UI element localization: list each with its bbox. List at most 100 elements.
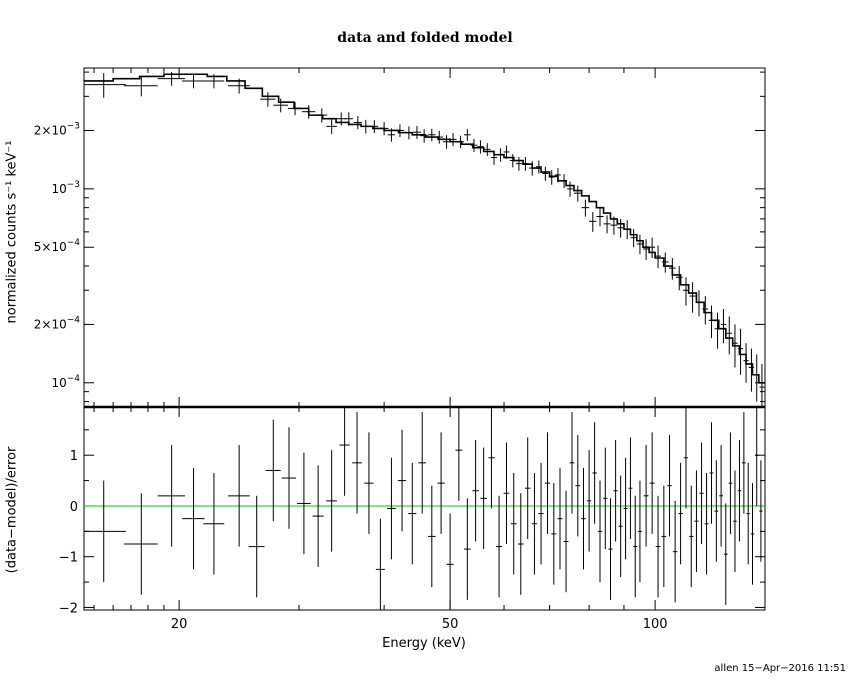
data-point <box>548 170 555 185</box>
residual-point <box>746 462 750 565</box>
data-point <box>589 211 597 232</box>
data-point <box>361 119 370 134</box>
residual-point <box>488 407 495 509</box>
data-point <box>124 76 158 97</box>
data-point <box>326 119 337 134</box>
residual-point <box>569 412 575 514</box>
data-point <box>596 207 604 227</box>
data-point <box>470 138 478 152</box>
residual-point <box>613 439 618 542</box>
data-point <box>617 218 624 238</box>
data-point <box>743 343 749 383</box>
residual-point <box>496 495 503 598</box>
data-point <box>497 148 504 162</box>
data-point <box>477 140 484 154</box>
residual-point <box>672 500 678 603</box>
data-point <box>714 312 721 349</box>
data-point <box>84 73 126 98</box>
residual-point <box>297 452 311 555</box>
data-point <box>535 160 542 174</box>
data-point <box>561 174 567 189</box>
residual-point <box>699 442 704 545</box>
residual-point <box>408 462 417 565</box>
residual-point <box>455 407 463 501</box>
data-point <box>484 143 491 156</box>
data-point <box>420 129 429 143</box>
residual-point <box>667 434 672 537</box>
residual-point <box>428 485 436 588</box>
data-group <box>84 72 765 407</box>
data-point <box>203 74 225 89</box>
data-point <box>732 324 738 368</box>
data-point <box>395 124 405 138</box>
residual-point <box>638 480 642 583</box>
residual-point <box>689 485 694 588</box>
residual-point <box>628 437 633 539</box>
residual-point <box>557 467 563 570</box>
residual-point <box>655 495 661 598</box>
residual-point <box>618 475 623 578</box>
data-point <box>720 309 727 344</box>
residual-point <box>480 447 487 550</box>
residual-point <box>678 462 683 565</box>
residual-point <box>375 518 385 610</box>
residual-point <box>733 470 737 572</box>
data-point <box>649 237 656 258</box>
folded-model-line <box>84 73 765 384</box>
residual-point <box>563 490 569 593</box>
data-point <box>182 74 205 89</box>
residual-point <box>683 407 689 509</box>
y-tick-label-top: 2×10−3 <box>34 121 80 137</box>
residual-point <box>326 450 337 552</box>
x-axis-label: Energy (keV) <box>382 636 466 651</box>
data-point <box>573 185 582 202</box>
residual-point <box>643 445 649 547</box>
data-point <box>228 78 250 94</box>
data-point <box>581 199 590 217</box>
residual-point <box>84 480 126 583</box>
data-point <box>344 112 353 126</box>
residual-point <box>228 445 250 547</box>
y-tick-label-bottom: 1 <box>70 449 78 464</box>
residual-point <box>339 407 350 496</box>
data-point <box>370 120 379 134</box>
residual-point <box>248 495 265 598</box>
data-point <box>442 135 451 149</box>
x-tick-label: 20 <box>171 617 188 632</box>
data-point <box>567 181 573 197</box>
residual-point <box>364 432 374 534</box>
data-point <box>463 129 471 141</box>
data-point <box>668 257 676 280</box>
data-point <box>682 277 690 306</box>
y-tick-label-top: 5×10−4 <box>34 238 81 254</box>
data-point <box>435 130 443 144</box>
data-point <box>503 145 510 159</box>
residual-point <box>387 457 396 560</box>
spectrum-frame <box>83 67 766 408</box>
data-point <box>695 290 703 317</box>
data-point <box>689 282 696 313</box>
residual-point <box>592 422 597 524</box>
residual-point <box>714 460 719 562</box>
model-group <box>84 73 765 384</box>
data-point <box>490 150 498 165</box>
residuals-frame <box>83 406 766 611</box>
residual-point <box>437 432 445 534</box>
data-point <box>509 154 516 168</box>
residual-point <box>575 434 581 537</box>
residual-point <box>463 498 471 600</box>
data-point <box>636 234 644 255</box>
data-point <box>273 98 288 113</box>
residual-point <box>551 483 557 585</box>
residual-point <box>203 472 225 575</box>
residual-point <box>750 483 755 585</box>
x-tick-label: 50 <box>442 617 459 632</box>
residual-point <box>759 460 763 562</box>
y-tick-label-top: 10−3 <box>51 180 80 196</box>
data-point <box>702 296 709 325</box>
y-tick-label-bottom: −2 <box>59 601 78 616</box>
data-point <box>287 102 302 116</box>
residual-point <box>418 412 427 514</box>
footer-timestamp: allen 15−Apr−2016 11:51 <box>714 663 846 674</box>
data-point <box>748 348 754 392</box>
